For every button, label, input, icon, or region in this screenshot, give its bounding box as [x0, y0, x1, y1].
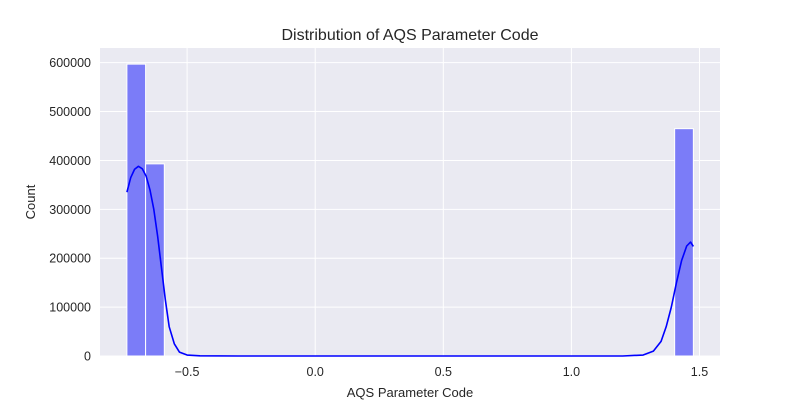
x-tick-label: 1.0 [563, 365, 580, 379]
kde-curve-layer [126, 165, 695, 357]
y-tick-label: 600000 [49, 56, 91, 70]
x-tick-label: 1.5 [691, 365, 708, 379]
histogram-bar [674, 128, 694, 357]
x-axis-label: AQS Parameter Code [347, 385, 473, 400]
grid-lines [100, 48, 720, 357]
y-tick-label: 500000 [49, 105, 91, 119]
y-tick-label: 300000 [49, 203, 91, 217]
histogram-bar [126, 63, 147, 357]
kde-curve [126, 165, 695, 357]
histogram-bar [145, 163, 165, 357]
y-tick-label: 100000 [49, 301, 91, 315]
x-tick-labels: −0.5 0.0 0.5 1.0 1.5 [175, 365, 708, 379]
y-axis-label: Count [23, 184, 38, 219]
chart-title: Distribution of AQS Parameter Code [281, 27, 538, 44]
y-tick-labels: 0 100000 200000 300000 400000 500000 600000 [49, 56, 91, 363]
y-tick-label: 200000 [49, 252, 91, 266]
plot-background [100, 48, 720, 356]
y-tick-label: 400000 [49, 154, 91, 168]
x-tick-label: 0.0 [307, 365, 324, 379]
x-tick-label: −0.5 [175, 365, 200, 379]
x-tick-label: 0.5 [435, 365, 452, 379]
histogram-bars [126, 63, 694, 357]
y-tick-label: 0 [84, 350, 91, 364]
